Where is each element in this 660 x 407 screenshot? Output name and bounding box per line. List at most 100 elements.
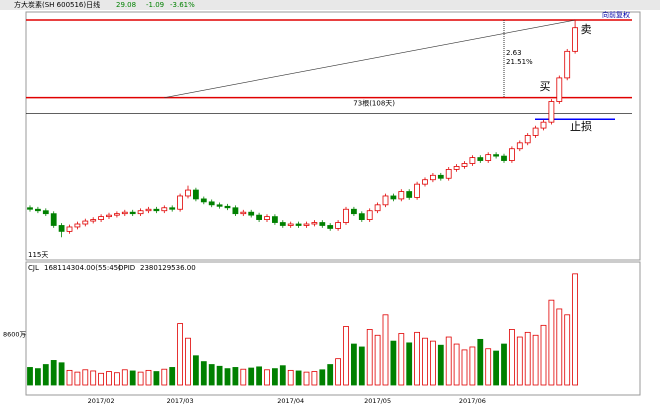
volume-bar	[98, 372, 104, 386]
candle-body	[390, 195, 397, 200]
candle-body	[366, 210, 373, 220]
volume-bar	[564, 314, 571, 386]
volume-bar	[335, 358, 342, 386]
candle-body	[350, 208, 357, 215]
volume-bar	[350, 343, 357, 386]
measure-diff: 2.63	[506, 49, 522, 57]
candle-body	[287, 223, 294, 226]
candle-body	[524, 135, 531, 144]
volume-bar	[406, 342, 413, 386]
last-price: 29.08	[116, 1, 136, 9]
x-tick-label: 2017/02	[88, 397, 115, 405]
volume-bar	[90, 370, 97, 386]
candle-body	[343, 208, 349, 223]
volume-bar	[501, 343, 507, 386]
candle-body	[556, 77, 563, 102]
candle-body	[192, 189, 199, 200]
candle-body	[540, 121, 547, 129]
candle-body	[42, 210, 49, 215]
volume-bar	[469, 346, 476, 386]
candle-body	[137, 210, 144, 215]
volume-bar	[192, 355, 199, 386]
candle-body	[161, 207, 168, 212]
candle-body	[224, 205, 231, 209]
volume-bar	[74, 371, 81, 386]
volume-bar	[66, 369, 73, 386]
candle-body	[129, 211, 136, 215]
x-tick-label: 2017/03	[167, 397, 194, 405]
candle-body	[564, 50, 571, 79]
candle-body	[66, 226, 73, 232]
header-bar	[0, 0, 660, 10]
volume-bar	[295, 370, 302, 386]
candle-body	[501, 155, 507, 161]
candle-body	[35, 208, 41, 212]
y-tick-label: 8600万	[3, 331, 27, 339]
candle-body	[216, 204, 223, 207]
candle-body	[90, 219, 97, 222]
volume-bar	[429, 340, 436, 386]
candle-body	[27, 207, 33, 210]
candle-body	[461, 163, 468, 167]
volume-bar	[485, 348, 492, 386]
candle-body	[106, 214, 112, 218]
candle-body	[121, 211, 128, 215]
candle-body	[508, 148, 515, 161]
measure-span: 73根(108天)	[353, 99, 395, 108]
volume-bar	[311, 371, 318, 386]
volume-bar	[248, 367, 255, 386]
candle-body	[232, 207, 239, 215]
candle-body	[240, 211, 247, 215]
candle-body	[248, 211, 255, 216]
volume-bar	[256, 366, 263, 386]
volume-bar	[137, 371, 144, 386]
candle-body	[311, 222, 318, 225]
volume-bar	[208, 364, 215, 386]
volume-bar	[516, 336, 523, 386]
volume-bar	[58, 362, 65, 386]
candle-body	[200, 198, 207, 203]
volume-bar	[422, 337, 428, 386]
volume-bar	[477, 338, 484, 386]
measure-pct: 21.51%	[506, 58, 533, 66]
candle-body	[177, 195, 184, 210]
candle-body	[208, 201, 215, 206]
adjust-label[interactable]: 向前复权	[602, 10, 630, 19]
x-tick-label: 2017/06	[459, 397, 486, 405]
volume-bar	[279, 365, 286, 386]
volume-bar	[42, 364, 49, 386]
volume-bar	[129, 370, 136, 386]
sell-label: 卖	[581, 23, 592, 36]
volume-bar	[303, 371, 310, 386]
volume-bar	[374, 334, 381, 386]
volume-bar	[453, 343, 460, 386]
volume-title-value: 168114304.00(55:45)	[44, 264, 121, 272]
buy-label: 买	[540, 80, 551, 93]
candle-body	[422, 179, 428, 185]
candle-body	[98, 216, 104, 220]
volume-bar	[216, 365, 223, 386]
volume-bar	[224, 368, 231, 386]
candle-body	[516, 142, 523, 150]
volume-bar	[232, 367, 239, 386]
volume-bar	[390, 340, 397, 386]
volume-bar	[106, 371, 112, 386]
volume-bar	[343, 326, 349, 386]
volume-bar	[493, 350, 500, 386]
volume-bar	[114, 372, 120, 386]
candle-body	[445, 168, 452, 179]
volume-bar	[445, 336, 452, 386]
candle-body	[437, 174, 444, 179]
candle-body	[169, 207, 176, 210]
candle-body	[295, 223, 302, 226]
volume-bar	[264, 369, 270, 386]
volume-bar	[382, 314, 389, 386]
candle-body	[453, 166, 460, 170]
candle-body	[398, 191, 405, 200]
volume-bar	[548, 299, 555, 386]
candle-body	[429, 174, 436, 181]
candle-body	[303, 223, 310, 226]
volume-bar	[169, 367, 176, 386]
volume-bar	[50, 360, 57, 386]
